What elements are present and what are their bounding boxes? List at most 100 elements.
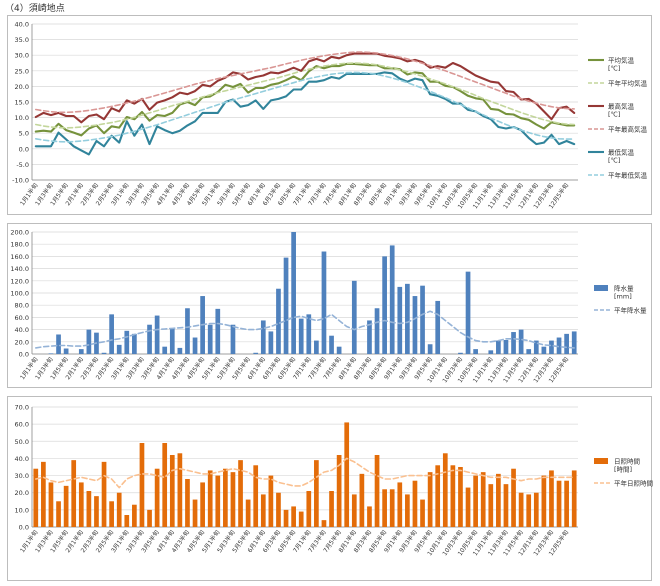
bar [56,334,61,354]
bar [405,494,410,527]
bar [215,475,221,527]
bar [78,349,84,354]
legend-label: [℃] [608,111,620,119]
series-line [34,71,576,156]
bar [132,333,137,354]
bar [192,337,198,354]
bar [268,475,274,527]
bar [116,492,122,527]
bar [154,315,160,354]
bar [541,475,547,527]
bar [435,465,441,527]
legend-label: 平年最低気温 [608,171,648,180]
bar [549,470,554,527]
legend-label: 平年最高気温 [608,125,648,134]
bar [162,346,168,354]
y-tick-label: 160.0 [10,253,29,261]
bar [351,280,357,354]
bar [116,344,122,354]
bar [427,344,433,354]
bar [329,335,334,354]
legend-label: [時間] [614,466,632,474]
bar [458,467,463,527]
bar [147,509,152,527]
bar [511,332,516,354]
bar [306,491,312,527]
bar [86,329,92,354]
bar [427,472,433,527]
legend-label: [mm] [614,293,632,301]
bar [283,257,289,354]
bar [48,353,54,354]
bar [518,329,524,354]
legend-label: [℃] [608,157,620,165]
bar [321,251,327,354]
bar [420,499,425,527]
bar [450,465,456,527]
y-tick-label: 10.0 [15,506,29,514]
bar [215,308,221,354]
bar [397,482,403,527]
bar [435,300,441,354]
bar [488,350,494,354]
bar [389,245,395,354]
bar [397,286,403,354]
y-tick-label: 15.0 [15,99,29,107]
bar [351,494,357,527]
bar [56,501,61,527]
sunshine-chart: 70.060.050.040.030.020.010.00.01月1半旬1月3半… [15,404,653,558]
series-line [34,71,576,143]
bar [162,443,168,527]
y-tick-label: 80.0 [15,302,29,310]
bar [518,492,524,527]
y-tick-label: 20.0 [15,489,29,497]
bar [465,271,471,354]
sunshine-chart-panel: 70.0 60.0 50.0 40.0 30.0 20.0 10.0 0.0 1月1半旬 1月3半… [7,396,653,581]
bar [382,489,387,527]
bar [86,491,92,527]
legend-swatch [594,458,608,464]
bar [200,482,205,527]
bar [109,501,114,527]
bar [223,468,228,527]
precipitation-chart: 200.0 180.0 160.0 140.0 120.0 100.0 80.0 60.0 40… [10,229,647,385]
legend-label: [℃] [608,65,620,73]
bar [169,328,175,354]
bar [94,496,99,527]
bar [412,480,418,527]
temperature-chart: 40.0 35.0 30.0 25.0 20.0 15.0 10.0 5.0 0.0 -5.0 -1… [12,21,648,211]
y-tick-label: 0.0 [19,351,29,359]
bar [496,340,501,354]
bar [526,494,532,527]
bar [207,470,213,527]
bar [359,473,365,527]
bar [511,468,516,527]
bar [329,491,334,527]
y-tick-label: 200.0 [10,229,29,237]
bar [230,324,236,354]
bar [458,352,463,354]
y-tick-label: 10.0 [15,114,29,122]
legend-label: 平均気温 [608,56,635,65]
bar [169,455,175,527]
bar [336,455,342,527]
y-tick-label: 140.0 [10,265,29,273]
bar [420,285,425,354]
bar [314,460,319,527]
bar [48,482,54,527]
bar [185,479,190,527]
bar [367,506,372,527]
bar [238,460,243,527]
series-line [34,52,576,124]
bar [571,470,577,527]
bar [503,339,509,354]
legend-label: 平年降水量 [614,306,647,315]
y-tick-label: 0.0 [19,524,29,532]
bar [571,331,577,354]
bar [230,472,236,527]
bar [109,314,114,354]
y-tick-label: 100.0 [10,290,29,298]
legend-label: 平年日照時間 [614,479,653,488]
y-tick-label: 5.0 [19,130,29,138]
y-tick-label: 40.0 [15,455,29,463]
